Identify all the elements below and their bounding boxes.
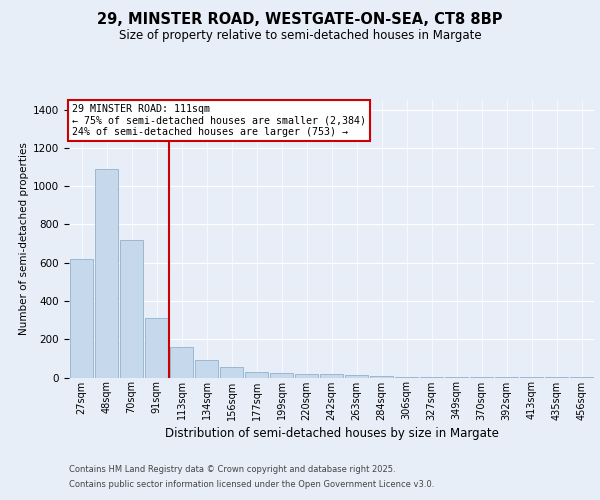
Bar — [570, 377, 593, 378]
Bar — [420, 377, 443, 378]
Bar — [245, 372, 268, 378]
Bar — [520, 377, 543, 378]
Bar — [545, 377, 568, 378]
Text: Contains HM Land Registry data © Crown copyright and database right 2025.: Contains HM Land Registry data © Crown c… — [69, 465, 395, 474]
X-axis label: Distribution of semi-detached houses by size in Margate: Distribution of semi-detached houses by … — [164, 426, 499, 440]
Bar — [145, 318, 168, 378]
Bar — [470, 377, 493, 378]
Bar — [70, 259, 93, 378]
Bar — [395, 376, 418, 378]
Text: Contains public sector information licensed under the Open Government Licence v3: Contains public sector information licen… — [69, 480, 434, 489]
Bar — [170, 347, 193, 378]
Bar — [270, 374, 293, 378]
Bar — [120, 240, 143, 378]
Text: 29 MINSTER ROAD: 111sqm
← 75% of semi-detached houses are smaller (2,384)
24% of: 29 MINSTER ROAD: 111sqm ← 75% of semi-de… — [71, 104, 365, 138]
Bar — [495, 377, 518, 378]
Bar — [320, 374, 343, 378]
Bar — [345, 374, 368, 378]
Text: Size of property relative to semi-detached houses in Margate: Size of property relative to semi-detach… — [119, 29, 481, 42]
Text: 29, MINSTER ROAD, WESTGATE-ON-SEA, CT8 8BP: 29, MINSTER ROAD, WESTGATE-ON-SEA, CT8 8… — [97, 12, 503, 28]
Bar — [445, 377, 468, 378]
Bar — [295, 374, 318, 378]
Y-axis label: Number of semi-detached properties: Number of semi-detached properties — [19, 142, 29, 335]
Bar — [370, 376, 393, 378]
Bar — [195, 360, 218, 378]
Bar — [220, 367, 243, 378]
Bar — [95, 169, 118, 378]
